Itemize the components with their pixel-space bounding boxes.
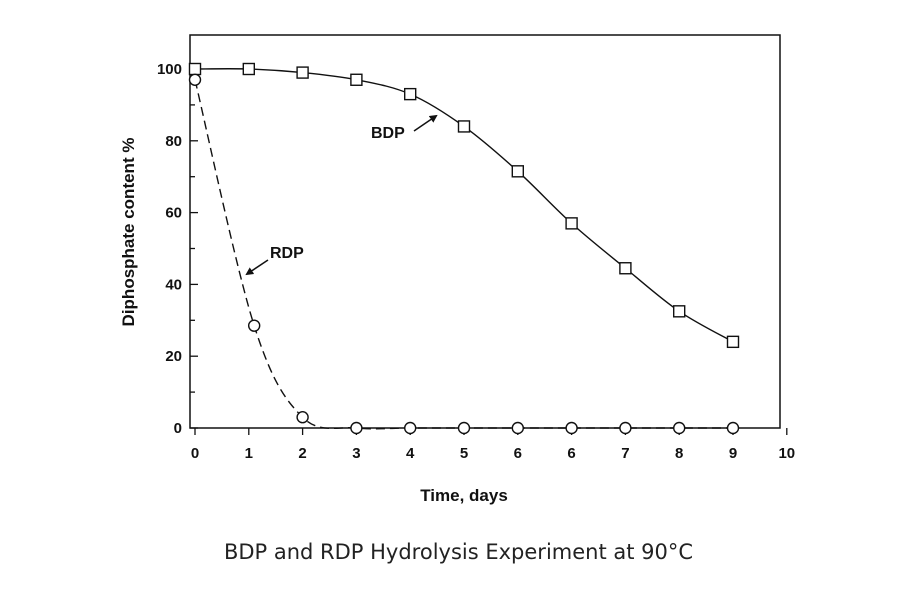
data-point-rdp — [457, 421, 471, 435]
x-tick-label: 9 — [729, 445, 737, 462]
data-point-rdp — [673, 421, 686, 435]
annotation-rdp-arrow — [245, 259, 269, 276]
annotation-bdp: BDP — [371, 125, 405, 142]
data-point-bdp — [242, 62, 256, 76]
annotation-rdp: RDP — [270, 245, 304, 262]
data-point-rdp — [350, 421, 363, 435]
y-tick-label: 60 — [165, 205, 182, 222]
x-tick-label: 3 — [352, 445, 360, 462]
data-point-rdp — [188, 73, 202, 86]
data-point-bdp — [565, 217, 578, 230]
data-point-rdp — [619, 421, 632, 435]
data-point-bdp — [188, 62, 202, 76]
x-tick-label: 6 — [567, 445, 575, 462]
data-point-bdp — [296, 66, 309, 79]
x-tick-label: 2 — [298, 445, 306, 462]
x-tick-label: 7 — [621, 445, 629, 462]
x-tick-label: 6 — [514, 445, 522, 462]
data-point-rdp — [404, 421, 417, 435]
plot-frame — [189, 34, 781, 429]
data-point-bdp — [404, 87, 417, 101]
figure-caption: BDP and RDP Hydrolysis Experiment at 90°… — [223, 540, 694, 564]
x-tick-label: 5 — [460, 445, 468, 462]
data-point-rdp — [247, 319, 261, 332]
x-tick-label: 4 — [406, 445, 415, 462]
x-tick-label: 10 — [778, 445, 795, 462]
x-tick-label: 0 — [191, 445, 199, 462]
data-point-bdp — [673, 305, 686, 318]
data-point-rdp — [296, 411, 309, 424]
data-point-rdp — [511, 421, 524, 435]
y-tick-label: 80 — [165, 133, 182, 150]
y-tick-label: 100 — [157, 61, 182, 78]
x-tick-label: 1 — [245, 445, 253, 462]
data-point-rdp — [565, 421, 578, 435]
data-point-bdp — [511, 165, 524, 178]
data-point-bdp — [457, 120, 471, 133]
y-tick-label: 0 — [174, 420, 182, 437]
data-point-rdp — [726, 421, 740, 435]
data-point-bdp — [726, 335, 740, 349]
y-tick-label: 20 — [165, 348, 182, 365]
annotation-bdp-arrow — [413, 114, 438, 132]
x-tick-label: 8 — [675, 445, 683, 462]
data-point-bdp — [619, 262, 632, 275]
data-point-bdp — [350, 73, 363, 86]
y-axis-label: Diphosphate content % — [119, 138, 138, 327]
y-tick-label: 40 — [165, 276, 182, 293]
x-axis-label: Time, days — [420, 486, 508, 505]
series-line-bdp — [194, 68, 734, 343]
